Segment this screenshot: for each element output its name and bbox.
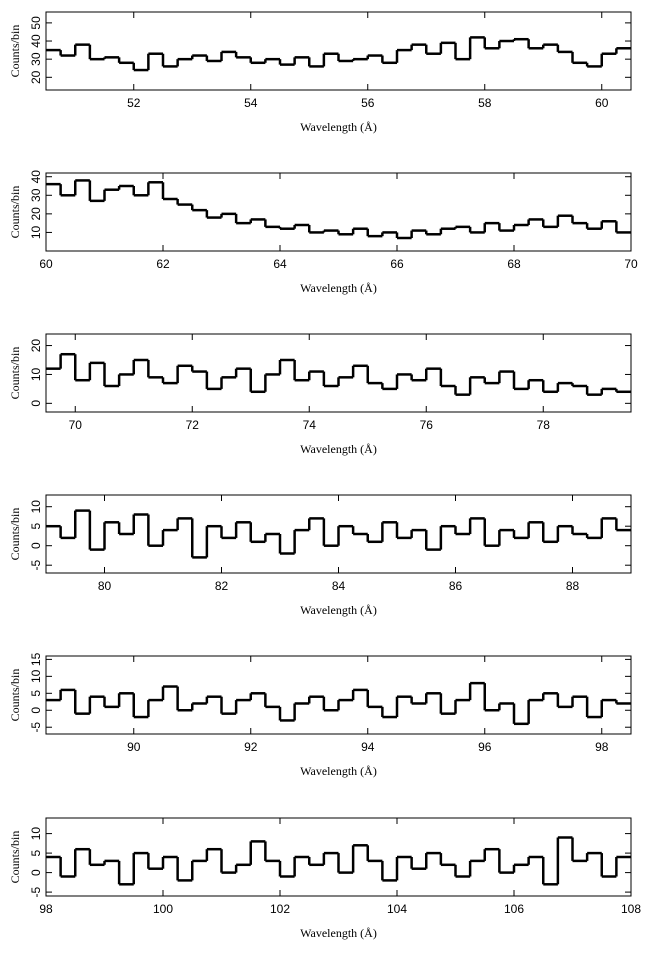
- x-tick-label: 96: [478, 740, 492, 754]
- x-tick-label: 86: [449, 579, 463, 593]
- x-tick-label: 102: [270, 902, 290, 916]
- x-tick-label: 76: [420, 418, 434, 432]
- y-tick-label: 30: [29, 52, 43, 66]
- x-tick-label: 64: [273, 257, 287, 271]
- x-tick-label: 72: [186, 418, 200, 432]
- x-tick-label: 80: [98, 579, 112, 593]
- y-axis-label: Counts/bin: [8, 347, 22, 400]
- y-tick-label: 20: [29, 70, 43, 84]
- x-tick-label: 100: [153, 902, 173, 916]
- y-axis-label: Counts/bin: [8, 25, 22, 78]
- y-tick-label: 10: [29, 500, 43, 514]
- x-tick-label: 54: [244, 96, 258, 110]
- plot-frame: [45, 172, 632, 252]
- y-axis-label: Counts/bin: [8, 508, 22, 561]
- y-tick-label: 10: [29, 225, 43, 239]
- x-axis-label: Wavelength (Å): [300, 764, 377, 778]
- x-axis-label: Wavelength (Å): [300, 926, 377, 940]
- y-tick-label: 50: [29, 16, 43, 30]
- y-tick-label: 10: [29, 669, 43, 683]
- x-tick-label: 82: [215, 579, 229, 593]
- y-tick-label: 0: [29, 869, 43, 876]
- x-tick-label: 92: [244, 740, 258, 754]
- x-tick-label: 108: [621, 902, 641, 916]
- x-axis-label: Wavelength (Å): [300, 120, 377, 134]
- x-tick-label: 94: [361, 740, 375, 754]
- x-tick-label: 88: [566, 579, 580, 593]
- x-tick-label: 68: [507, 257, 521, 271]
- y-tick-label: 5: [29, 849, 43, 856]
- y-tick-label: 40: [29, 170, 43, 184]
- y-tick-label: 20: [29, 339, 43, 353]
- y-tick-label: 40: [29, 34, 43, 48]
- plot-frame: [45, 11, 632, 91]
- x-tick-label: 70: [69, 418, 83, 432]
- x-tick-label: 58: [478, 96, 492, 110]
- y-tick-label: -5: [29, 722, 43, 733]
- y-tick-label: 10: [29, 367, 43, 381]
- y-tick-label: 0: [29, 707, 43, 714]
- x-tick-label: 90: [127, 740, 141, 754]
- y-axis-label: Counts/bin: [8, 669, 22, 722]
- plot-frame: [45, 655, 632, 735]
- y-axis-label: Counts/bin: [8, 186, 22, 239]
- plot-frame: [45, 333, 632, 413]
- x-tick-label: 98: [595, 740, 609, 754]
- y-tick-label: 20: [29, 207, 43, 221]
- x-tick-label: 106: [504, 902, 524, 916]
- x-tick-label: 74: [303, 418, 317, 432]
- x-tick-label: 104: [387, 902, 407, 916]
- x-tick-label: 66: [390, 257, 404, 271]
- y-axis-label: Counts/bin: [8, 831, 22, 884]
- y-tick-label: 0: [29, 542, 43, 549]
- x-tick-label: 60: [595, 96, 609, 110]
- x-tick-label: 70: [624, 257, 638, 271]
- x-axis-label: Wavelength (Å): [300, 281, 377, 295]
- x-tick-label: 56: [361, 96, 375, 110]
- x-tick-label: 60: [39, 257, 53, 271]
- x-tick-label: 98: [39, 902, 53, 916]
- y-tick-label: 5: [29, 523, 43, 530]
- y-tick-label: 0: [29, 400, 43, 407]
- x-tick-label: 78: [537, 418, 551, 432]
- x-tick-label: 52: [127, 96, 141, 110]
- y-tick-label: 10: [29, 827, 43, 841]
- y-tick-label: -5: [29, 886, 43, 897]
- y-tick-label: 30: [29, 188, 43, 202]
- x-tick-label: 84: [332, 579, 346, 593]
- y-tick-label: -5: [29, 560, 43, 571]
- y-tick-label: 5: [29, 690, 43, 697]
- x-tick-label: 62: [156, 257, 170, 271]
- x-axis-label: Wavelength (Å): [300, 442, 377, 456]
- y-tick-label: 15: [29, 652, 43, 666]
- x-axis-label: Wavelength (Å): [300, 603, 377, 617]
